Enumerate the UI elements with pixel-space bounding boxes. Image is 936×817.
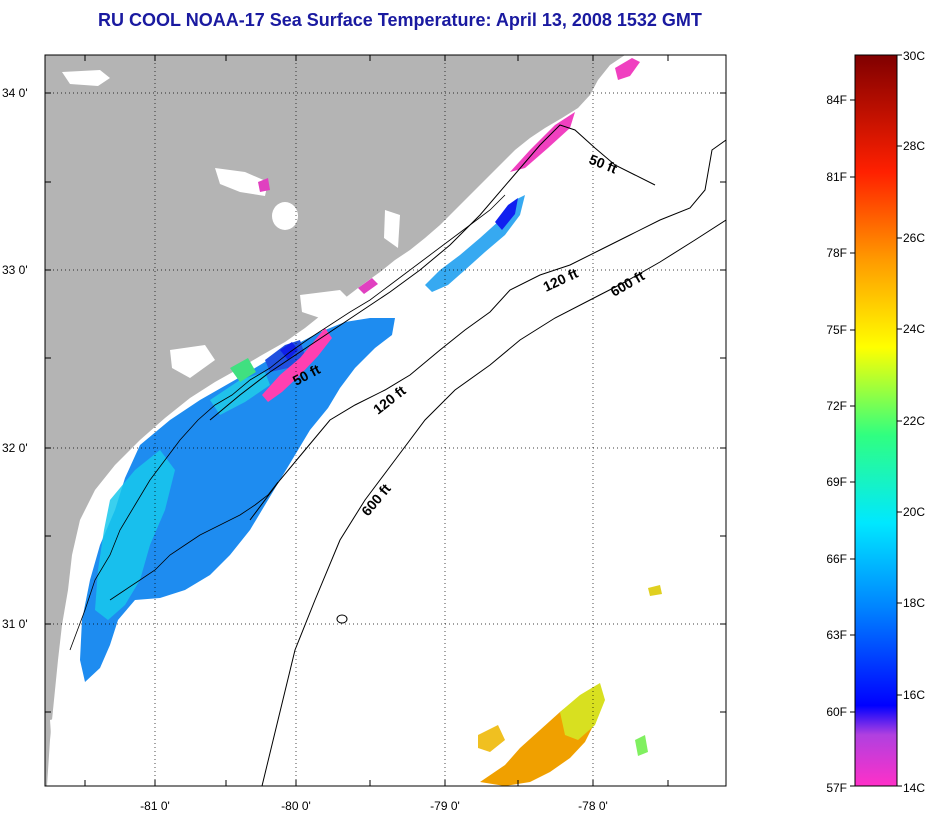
colorbar-fahrenheit-label: 60F	[826, 705, 847, 719]
sst-magenta-patch	[358, 278, 378, 294]
y-tick-label: 34 0'	[2, 86, 28, 100]
sst-yellow-patch	[648, 585, 662, 596]
colorbar-celsius-label: 16C	[903, 688, 925, 702]
graticule	[45, 55, 726, 786]
sst-cold-water-mass	[80, 318, 395, 682]
cloud-patch	[300, 290, 350, 318]
map-title: RU COOL NOAA-17 Sea Surface Temperature:…	[98, 10, 702, 30]
estuary-detail	[109, 481, 279, 601]
sst-blue-patch	[280, 342, 298, 360]
seamount-contour	[336, 614, 348, 624]
isobath-50ft	[209, 124, 656, 421]
cloud-patch	[272, 202, 298, 230]
land-mass	[45, 55, 625, 786]
colorbar-fahrenheit-label: 57F	[826, 781, 847, 795]
colorbar-celsius-label: 28C	[903, 139, 925, 153]
colorbar-fahrenheit-label: 84F	[826, 93, 847, 107]
sst-cold-plume-north	[425, 195, 525, 292]
sst-cyan-fringe	[210, 372, 270, 415]
sst-cyan-fringe	[95, 450, 175, 620]
isobath-120ft	[249, 139, 726, 521]
x-tick-label: -81 0'	[140, 799, 170, 813]
colorbar-fahrenheit-label: 66F	[826, 552, 847, 566]
cloud-patch	[170, 345, 215, 378]
colorbar-ticks	[850, 54, 902, 787]
x-tick-label: -78 0'	[578, 799, 608, 813]
x-tick-label: -80 0'	[281, 799, 311, 813]
y-tick-label: 31 0'	[2, 617, 28, 631]
colorbar: 30C 28C 26C 24C 22C 20C 18C 16C 14C 84F …	[826, 49, 925, 795]
colorbar-celsius-label: 22C	[903, 414, 925, 428]
sst-magenta-patch	[258, 178, 270, 192]
colorbar-celsius-label: 24C	[903, 322, 925, 336]
map-frame	[44, 54, 727, 787]
colorbar-fahrenheit-label: 75F	[826, 323, 847, 337]
x-tick-label: -79 0'	[430, 799, 460, 813]
cloud-patch	[62, 70, 110, 86]
coastline-detail	[69, 194, 506, 651]
sst-yellow-patch	[478, 725, 505, 752]
axis-ticks	[45, 55, 726, 786]
colorbar-fahrenheit-label: 72F	[826, 399, 847, 413]
colorbar-fahrenheit-label: 63F	[826, 628, 847, 642]
cloud-patch	[384, 210, 400, 248]
sst-green-patch	[635, 735, 648, 756]
colorbar-celsius-label: 30C	[903, 49, 925, 63]
colorbar-celsius-label: 20C	[903, 505, 925, 519]
colorbar-fahrenheit-label: 78F	[826, 246, 847, 260]
colorbar-celsius-label: 14C	[903, 781, 925, 795]
cloud-patch	[215, 168, 268, 196]
y-tick-label: 32 0'	[2, 441, 28, 455]
colorbar-gradient	[854, 54, 898, 787]
colorbar-fahrenheit-label: 81F	[826, 170, 847, 184]
sst-blue-patch	[495, 198, 518, 230]
sst-magenta-patch	[262, 328, 332, 402]
sst-yellow-patch	[560, 683, 605, 740]
sst-magenta-patch	[615, 58, 640, 80]
y-tick-label: 33 0'	[2, 263, 28, 277]
map-plot-area: 50 ft 50 ft 120 ft 120 ft 600 ft 600 ft	[45, 55, 726, 786]
colorbar-celsius-label: 26C	[903, 231, 925, 245]
sst-green-patch	[230, 358, 256, 382]
isobath-600ft	[261, 219, 726, 786]
cloud-patch	[50, 715, 70, 750]
colorbar-fahrenheit-label: 69F	[826, 475, 847, 489]
colorbar-celsius-label: 18C	[903, 596, 925, 610]
